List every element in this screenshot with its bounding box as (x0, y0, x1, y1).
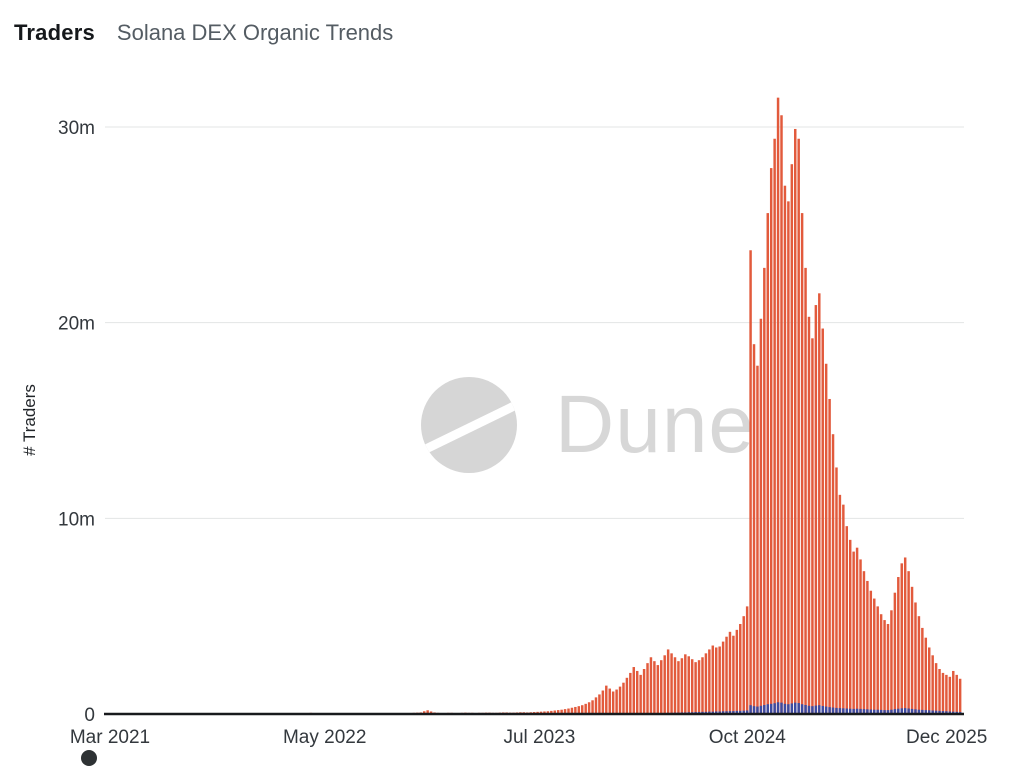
chart-title: Traders (14, 20, 95, 46)
svg-text:Oct 2024: Oct 2024 (709, 727, 787, 748)
svg-text:20m: 20m (58, 314, 95, 335)
y-axis-title: # Traders (20, 384, 40, 456)
chart-subtitle: Solana DEX Organic Trends (117, 20, 393, 46)
svg-text:Mar 2021: Mar 2021 (70, 727, 150, 748)
svg-text:0: 0 (84, 705, 95, 726)
svg-text:Jul 2023: Jul 2023 (503, 727, 575, 748)
svg-text:May 2022: May 2022 (283, 727, 366, 748)
chart-header: Traders Solana DEX Organic Trends (14, 20, 393, 46)
svg-text:10m: 10m (58, 509, 95, 530)
svg-text:30m: 30m (58, 118, 95, 139)
svg-text:Dec 2025: Dec 2025 (906, 727, 987, 748)
